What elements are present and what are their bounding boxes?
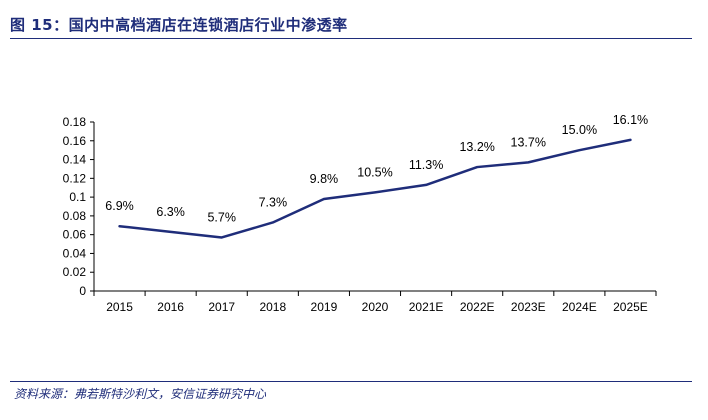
y-tick-label: 0.08 — [63, 209, 87, 223]
x-tick-label: 2021E — [409, 300, 444, 314]
x-tick-label: 2017 — [208, 300, 235, 314]
series-line — [118, 138, 632, 239]
x-tick-label: 2019 — [311, 300, 338, 314]
data-label: 15.0% — [562, 123, 597, 137]
chart-axes: 0 0.02 0.04 0.06 0.08 0.1 0.12 0.14 0.16 0.18 2015… — [63, 115, 657, 314]
source-note: 资料来源：弗若斯特沙利文，安信证券研究中心 — [14, 387, 267, 401]
x-tick-label: 2016 — [157, 300, 184, 314]
data-label: 7.3% — [259, 195, 288, 209]
x-tick-label: 2015 — [106, 300, 133, 314]
data-label: 10.5% — [357, 165, 392, 179]
data-label: 6.3% — [156, 205, 185, 219]
data-label: 9.8% — [310, 172, 339, 186]
y-tick-label: 0.18 — [63, 115, 87, 129]
y-tick-label: 0.04 — [63, 246, 87, 260]
chart-data-labels: 6.9% 6.3% 5.7% 7.3% 9.8% 10.5% 11.3% 13.2% 13.7%… — [105, 113, 648, 225]
data-label: 16.1% — [613, 113, 648, 127]
x-tick-label: 2023E — [511, 300, 546, 314]
y-tick-label: 0 — [79, 284, 86, 298]
x-tick-label: 2024E — [562, 300, 597, 314]
y-tick-label: 0.14 — [63, 153, 87, 167]
chart-series — [118, 138, 632, 239]
data-label: 6.9% — [105, 199, 134, 213]
data-label: 13.2% — [459, 140, 494, 154]
data-label: 5.7% — [207, 210, 236, 224]
x-tick-label: 2025E — [613, 300, 648, 314]
title-divider — [10, 38, 692, 39]
y-tick-label: 0.02 — [63, 265, 87, 279]
data-label: 13.7% — [511, 135, 546, 149]
y-tick-label: 0.06 — [63, 228, 87, 242]
x-tick-label: 2020 — [362, 300, 389, 314]
data-label: 11.3% — [409, 158, 444, 172]
figure-title: 图 15：国内中高档酒店在连锁酒店行业中渗透率 — [10, 16, 348, 34]
y-tick-label: 0.12 — [63, 171, 87, 185]
x-tick-label: 2018 — [259, 300, 286, 314]
source-divider — [10, 381, 692, 382]
y-tick-label: 0.1 — [69, 190, 86, 204]
x-tick-label: 2022E — [460, 300, 495, 314]
y-tick-label: 0.16 — [63, 134, 87, 148]
